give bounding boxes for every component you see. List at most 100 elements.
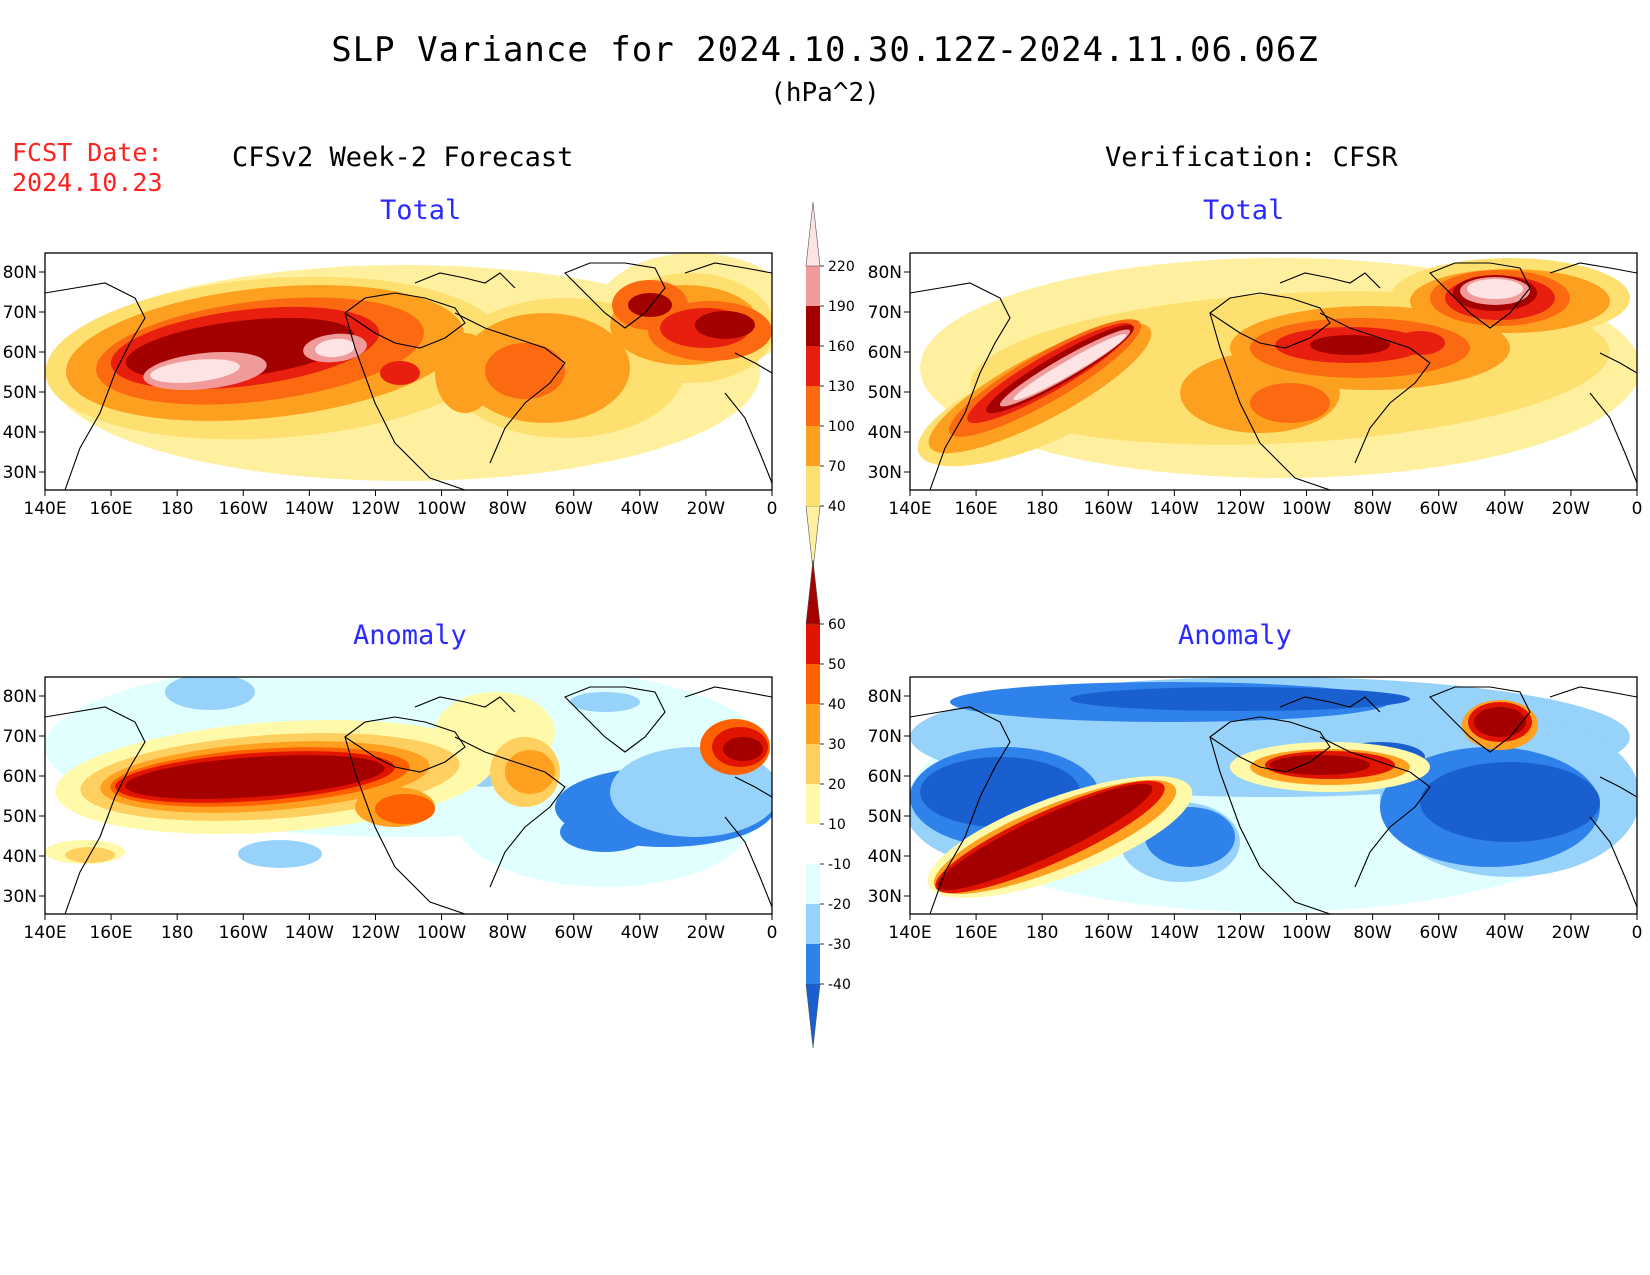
forecast-total-panel: 80N 70N 60N 50N 40N 30N 140E 160E 180 160W 140W 120… bbox=[3, 252, 777, 519]
contour-fill-n3 bbox=[560, 812, 650, 852]
coastline bbox=[344, 716, 466, 773]
forecast-anomaly-panel: 80N 70N 60N 50N 40N 30N 140E 160E 180 160W 140W 120… bbox=[3, 676, 777, 943]
verification-total-frame bbox=[909, 252, 1638, 491]
lon-tick-label: 120W bbox=[1216, 499, 1265, 519]
colorbar-swatch bbox=[806, 426, 820, 466]
lon-tick-label: 40W bbox=[621, 499, 660, 519]
lon-tick-label: 160E bbox=[89, 923, 132, 943]
coastline bbox=[1429, 686, 1531, 753]
lat-tick-label: 60N bbox=[868, 343, 902, 363]
lon-tick-label: 160W bbox=[1084, 499, 1133, 519]
colorbar-level-label: -30 bbox=[828, 937, 851, 953]
contour-fill-t8 bbox=[1013, 333, 1127, 401]
coastline bbox=[1319, 736, 1431, 888]
lon-tick-label: 180 bbox=[161, 923, 193, 943]
lat-tick-label: 40N bbox=[3, 423, 37, 443]
coastline bbox=[1209, 292, 1331, 349]
forecast-anomaly-shading bbox=[45, 677, 772, 914]
colorbar-level-label: 50 bbox=[828, 657, 846, 673]
verification-anomaly-panel: 80N 70N 60N 50N 40N 30N 140E 160E 180 160W 140W 120… bbox=[868, 676, 1643, 943]
lat-tick-label: 50N bbox=[3, 807, 37, 827]
figure-title: SLP Variance for 2024.10.30.12Z-2024.11.… bbox=[331, 30, 1319, 70]
coastline bbox=[910, 706, 1011, 914]
lon-tick-label: 40W bbox=[1486, 923, 1525, 943]
coastline bbox=[45, 706, 146, 914]
lat-tick-label: 80N bbox=[3, 263, 37, 283]
lon-tick-label: 20W bbox=[687, 923, 726, 943]
forecast-anomaly-coastlines bbox=[45, 686, 772, 914]
verification-total-coastlines bbox=[910, 262, 1637, 490]
lat-tick-label: 60N bbox=[868, 767, 902, 787]
colorbar-swatch bbox=[806, 824, 820, 864]
lon-tick-label: 80W bbox=[1353, 923, 1392, 943]
lon-tick-label: 20W bbox=[687, 499, 726, 519]
lon-tick-label: 80W bbox=[488, 923, 527, 943]
coastline bbox=[344, 292, 466, 349]
colorbar-level-label: 60 bbox=[828, 617, 846, 633]
lon-tick-label: 120W bbox=[351, 923, 400, 943]
forecast-total-title: Total bbox=[380, 195, 462, 226]
contour-fill-n4 bbox=[1070, 687, 1410, 711]
lat-tick-label: 30N bbox=[868, 887, 902, 907]
contour-fill-n2 bbox=[570, 692, 640, 712]
colorbar-level-label: 30 bbox=[828, 737, 846, 753]
coastline bbox=[454, 312, 566, 464]
lon-tick-label: 80W bbox=[488, 499, 527, 519]
contour-fill-t6 bbox=[1310, 335, 1390, 355]
lat-tick-label: 50N bbox=[3, 383, 37, 403]
colorbar-swatch bbox=[806, 704, 820, 744]
total-colorbar: 40 70 100 130 160 190 220 bbox=[805, 201, 855, 571]
contour-fill-t5 bbox=[380, 361, 420, 385]
verification-heading: Verification: CFSR bbox=[1105, 142, 1398, 173]
lon-tick-label: 140W bbox=[1150, 923, 1199, 943]
lat-tick-label: 40N bbox=[3, 847, 37, 867]
contour-fill-p6 bbox=[937, 783, 1153, 891]
lon-tick-label: 140E bbox=[23, 499, 66, 519]
lon-tick-label: 160W bbox=[1084, 923, 1133, 943]
fcst-date-value: 2024.10.23 bbox=[12, 168, 163, 197]
lat-tick-label: 30N bbox=[868, 463, 902, 483]
lat-tick-label: 60N bbox=[3, 343, 37, 363]
lon-tick-label: 0 bbox=[1632, 923, 1643, 943]
anomaly-colorbar: -40 -30 -20 -10 10 20 30 40 50 60 bbox=[805, 559, 851, 1049]
lon-tick-label: 160W bbox=[219, 499, 268, 519]
coastline bbox=[1549, 686, 1637, 698]
verification-total-panel: 80N 70N 60N 50N 40N 30N 140E 160E 180 160W 140W 120… bbox=[868, 252, 1643, 519]
lon-tick-label: 160W bbox=[219, 923, 268, 943]
lat-tick-label: 70N bbox=[3, 303, 37, 323]
lon-tick-label: 0 bbox=[1632, 499, 1643, 519]
coastline bbox=[1279, 272, 1381, 289]
lon-tick-label: 140E bbox=[23, 923, 66, 943]
colorbar-level-label: 100 bbox=[828, 419, 855, 435]
forecast-total-frame bbox=[44, 252, 773, 491]
colorbar-swatch bbox=[806, 466, 820, 506]
colorbar-swatch bbox=[805, 983, 821, 1049]
contour-fill-t5 bbox=[1395, 331, 1445, 355]
colorbar-swatch bbox=[806, 624, 820, 664]
contour-fill-t4 bbox=[1250, 383, 1330, 423]
coastline bbox=[724, 392, 772, 484]
coastline bbox=[1279, 696, 1381, 713]
colorbar-level-label: -10 bbox=[828, 857, 851, 873]
colorbar-level-label: -40 bbox=[828, 977, 851, 993]
lon-tick-label: 60W bbox=[1420, 499, 1459, 519]
contour-fill-p6 bbox=[1270, 755, 1370, 775]
lat-tick-label: 70N bbox=[868, 727, 902, 747]
lon-tick-label: 20W bbox=[1552, 499, 1591, 519]
colorbar-level-label: -20 bbox=[828, 897, 851, 913]
contour-fill-t8 bbox=[150, 359, 240, 383]
contour-fill-t6 bbox=[628, 293, 672, 317]
contour-fill-p3 bbox=[505, 750, 555, 794]
forecast-total-coastlines bbox=[45, 262, 772, 490]
verification-total-title: Total bbox=[1203, 195, 1285, 226]
coastline bbox=[1599, 776, 1637, 798]
verification-anomaly-frame bbox=[909, 676, 1638, 915]
colorbar-swatch bbox=[806, 744, 820, 784]
lon-tick-label: 140E bbox=[888, 499, 931, 519]
colorbar-level-label: 40 bbox=[828, 499, 846, 515]
contour-fill-n2 bbox=[165, 677, 255, 710]
lon-tick-label: 180 bbox=[161, 499, 193, 519]
coastline bbox=[564, 686, 666, 753]
coastline bbox=[344, 312, 466, 490]
lat-tick-label: 80N bbox=[3, 687, 37, 707]
